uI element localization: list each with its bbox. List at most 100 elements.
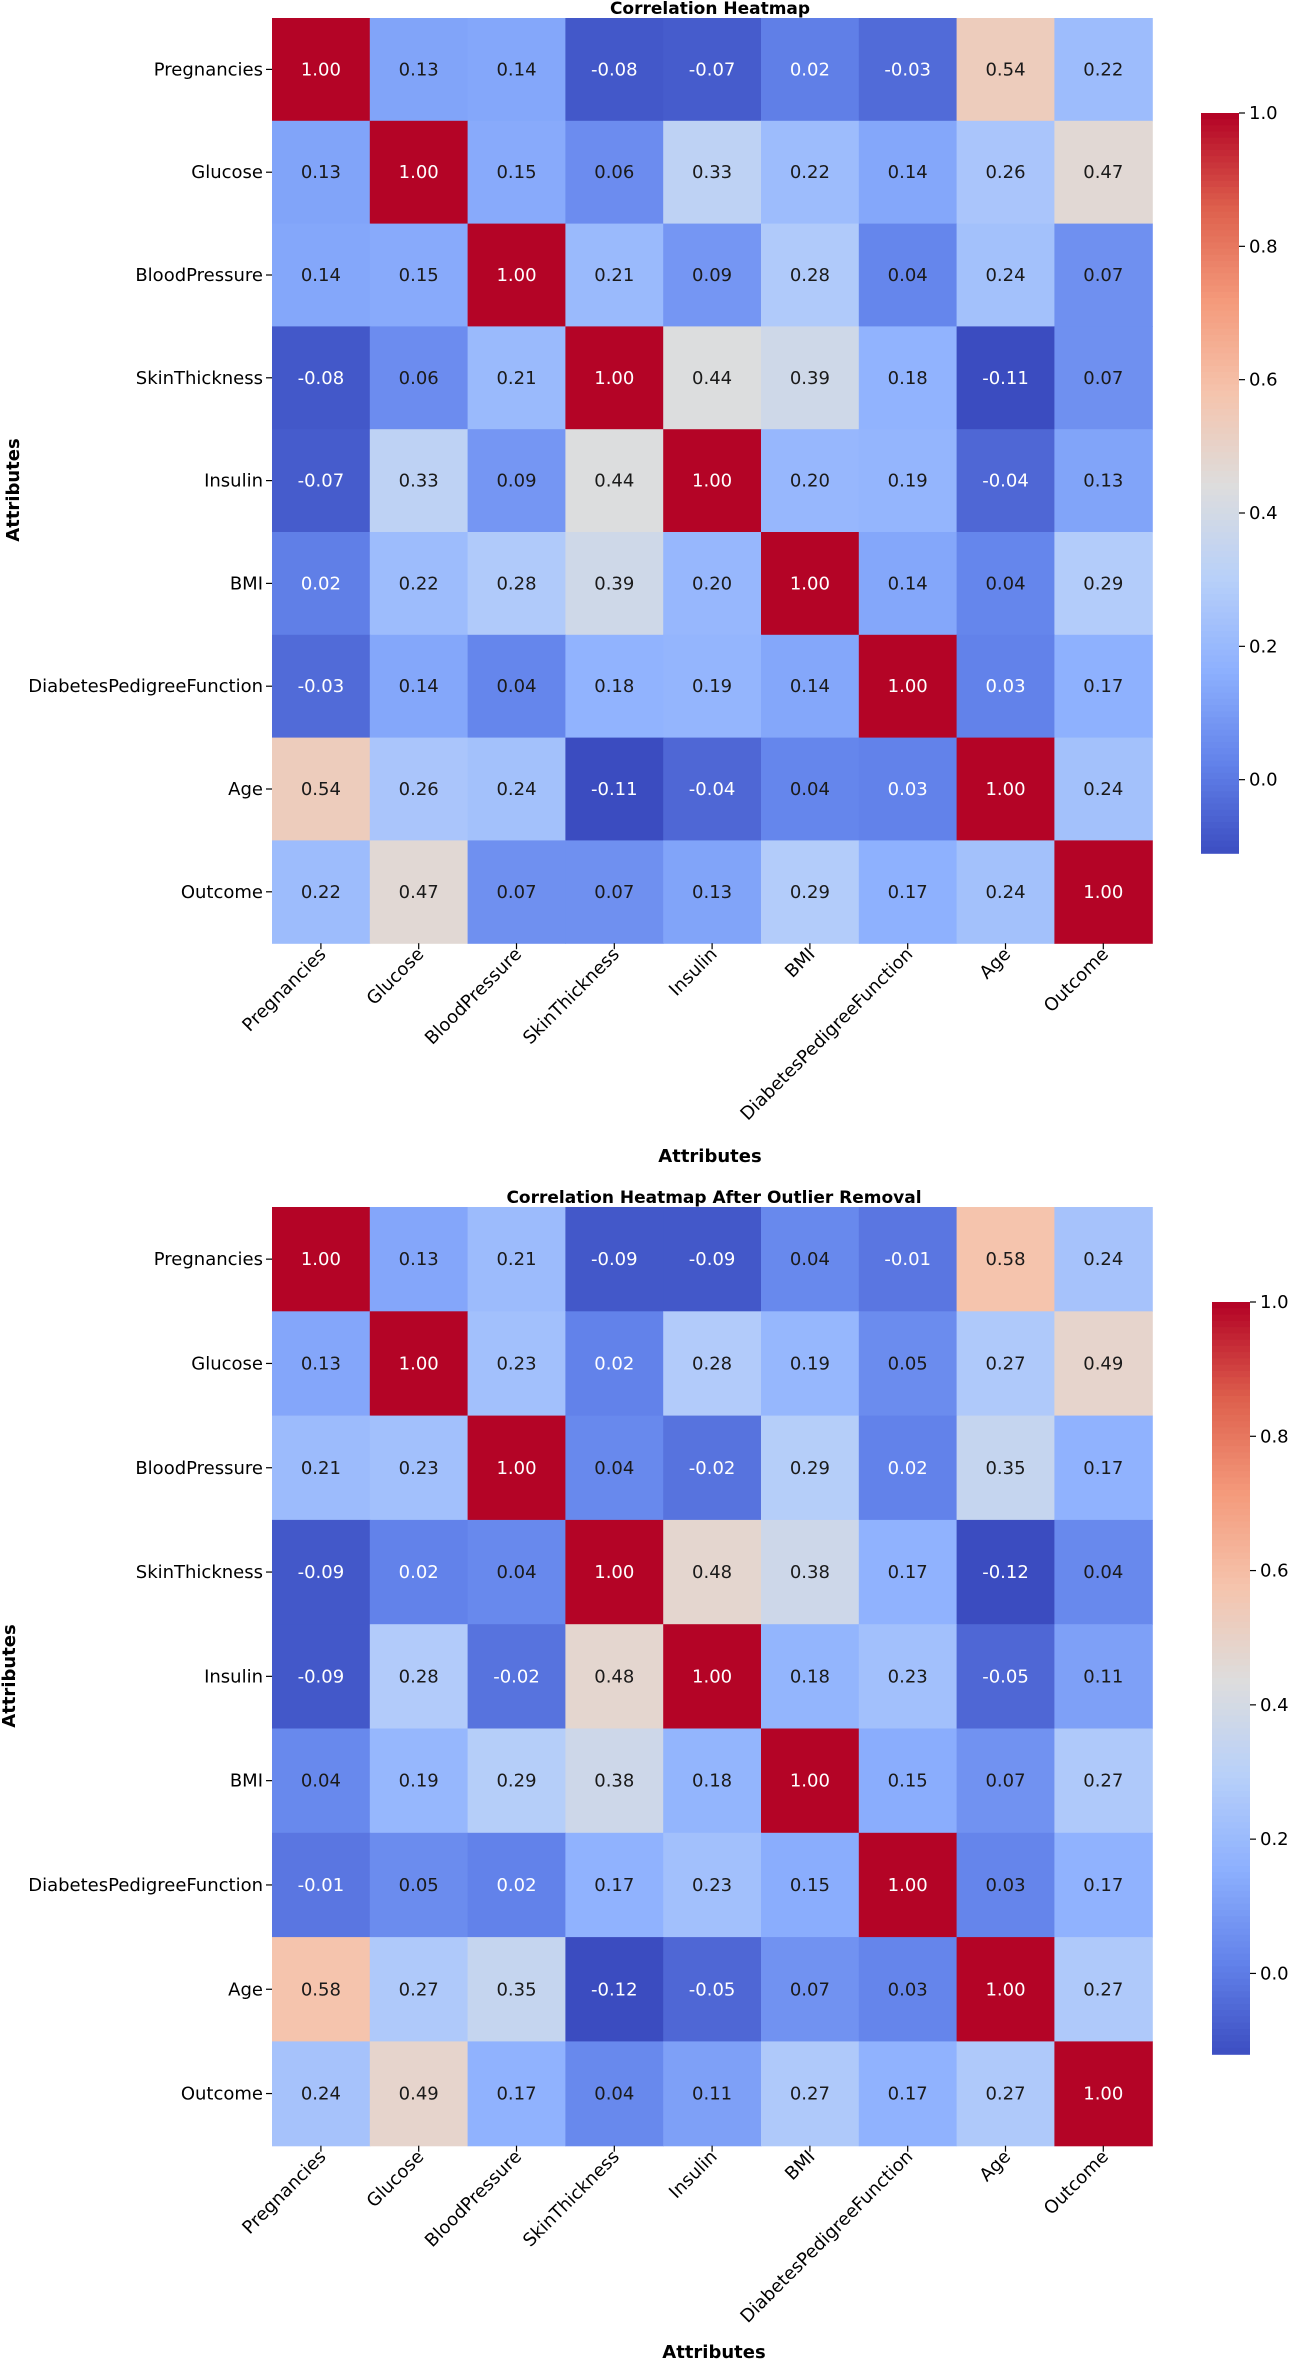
colorbar-segment: [1212, 1627, 1250, 1635]
heatmap-cell: [467, 1415, 566, 1521]
heatmap-cell: [1054, 1728, 1153, 1834]
colorbar-segment: [1212, 2041, 1250, 2049]
colorbar-segment: [1212, 2010, 1250, 2018]
heatmap-cell: [956, 326, 1055, 430]
colorbar-segment: [1201, 772, 1239, 780]
heatmap-cell: [663, 634, 762, 739]
colorbar-segment: [1212, 1333, 1250, 1341]
colorbar-segment: [1212, 1828, 1250, 1836]
colorbar-segment: [1212, 1916, 1250, 1924]
heatmap-cell: [956, 1207, 1055, 1312]
cell-value-label: 0.29: [496, 1771, 536, 1792]
cell-value-label: 0.27: [790, 2084, 830, 2105]
cell-value-label: 1.00: [496, 265, 536, 286]
cell-value-label: 1.00: [301, 1249, 341, 1270]
colorbar-segment: [1212, 1690, 1250, 1698]
cell-value-label: 1.00: [399, 162, 439, 183]
heatmap-cell: [369, 1311, 469, 1417]
heatmap-cell: [663, 326, 762, 430]
heatmap-cell: [467, 18, 566, 122]
cell-value-label: 0.26: [399, 779, 439, 800]
colorbar-segment: [1212, 1565, 1250, 1573]
colorbar-segment: [1212, 1652, 1250, 1660]
colorbar-segment: [1201, 205, 1239, 213]
heatmap-cell: [565, 1832, 664, 1938]
heatmap-cell: [761, 429, 860, 533]
cell-value-label: 0.24: [985, 882, 1025, 903]
cell-value-label: 0.19: [888, 471, 928, 492]
y-tick-label: Glucose: [191, 162, 263, 183]
colorbar-segment: [1201, 587, 1239, 595]
colorbar-segment: [1201, 495, 1239, 503]
cell-value-label: 0.18: [790, 1666, 830, 1687]
cell-value-label: -0.09: [298, 1666, 345, 1687]
heatmap-cell: [858, 1519, 958, 1625]
cell-value-label: 0.23: [888, 1666, 928, 1687]
colorbar-segment: [1201, 180, 1239, 188]
heatmap-cell: [369, 18, 469, 122]
y-tick-label: Pregnancies: [154, 59, 263, 80]
heatmap-cell: [565, 1519, 664, 1625]
colorbar-segment: [1212, 1327, 1250, 1335]
heatmap-cell: [369, 1832, 469, 1938]
cell-value-label: 0.23: [399, 1458, 439, 1479]
heatmap-cell: [663, 429, 762, 533]
heatmap-cell: [272, 2041, 371, 2147]
colorbar-segment: [1201, 230, 1239, 238]
colorbar-segment: [1212, 1483, 1250, 1491]
colorbar-segment: [1201, 575, 1239, 583]
colorbar-segment: [1212, 1897, 1250, 1905]
heatmap-cell: [1054, 1207, 1153, 1312]
cell-value-label: 0.17: [1083, 676, 1123, 697]
heatmap-cell: [858, 1311, 958, 1417]
heatmap-cell: [565, 1728, 664, 1834]
cell-value-label: 1.00: [692, 1666, 732, 1687]
colorbar-segment: [1201, 846, 1239, 854]
colorbar-segment: [1212, 1922, 1250, 1930]
cell-value-label: -0.07: [689, 59, 736, 80]
colorbar-segment: [1212, 1972, 1250, 1980]
colorbar-segment: [1201, 476, 1239, 484]
heatmap-cell: [956, 1415, 1055, 1521]
cell-value-label: 0.15: [790, 1875, 830, 1896]
cell-value-label: 0.39: [594, 573, 634, 594]
cell-value-label: 0.02: [496, 1875, 536, 1896]
heatmap-cell: [663, 1937, 762, 2042]
colorbar-tick-label: 0.6: [1260, 1561, 1289, 1582]
heatmap-cell: [565, 634, 664, 739]
cell-value-label: 0.14: [790, 676, 830, 697]
colorbar-segment: [1212, 1383, 1250, 1391]
heatmap-1: Correlation Heatmap 1.00 0.13 0.14 -0.08 -0.…: [3, 0, 1278, 1167]
heatmap-cell: [761, 840, 860, 944]
x-tick-label: BMI: [781, 2146, 819, 2184]
heatmap-cell: [272, 1624, 371, 1730]
colorbar-segment: [1201, 433, 1239, 441]
cell-value-label: 0.04: [496, 676, 536, 697]
colorbar-segment: [1201, 606, 1239, 614]
colorbar-segment: [1201, 680, 1239, 688]
cell-value-label: 0.26: [985, 162, 1025, 183]
y-tick-label: BMI: [230, 1771, 263, 1792]
heatmap-cell: [369, 1207, 469, 1312]
colorbar-segment: [1212, 1609, 1250, 1617]
cell-value-label: 0.04: [301, 1771, 341, 1792]
heatmap-cell: [467, 120, 566, 225]
cell-value-label: -0.05: [689, 1979, 736, 2000]
colorbar-segment: [1201, 365, 1239, 373]
colorbar-segment: [1201, 520, 1239, 527]
cell-value-label: 0.04: [888, 265, 928, 286]
cell-value-label: -0.05: [982, 1666, 1029, 1687]
colorbar-segment: [1212, 1803, 1250, 1811]
colorbar-segment: [1201, 569, 1239, 577]
heatmap-cell: [1054, 326, 1153, 430]
heatmap-cell: [565, 429, 664, 533]
cell-value-label: 0.47: [1083, 162, 1123, 183]
cell-value-label: 1.00: [399, 1353, 439, 1374]
colorbar-segment: [1212, 1552, 1250, 1560]
heatmap-cell: [272, 1728, 371, 1834]
colorbar-segment: [1201, 742, 1239, 749]
colorbar-segment: [1201, 415, 1239, 423]
heatmap-cell: [858, 1415, 958, 1521]
colorbar-segment: [1212, 1414, 1250, 1422]
cell-value-label: 1.00: [790, 573, 830, 594]
